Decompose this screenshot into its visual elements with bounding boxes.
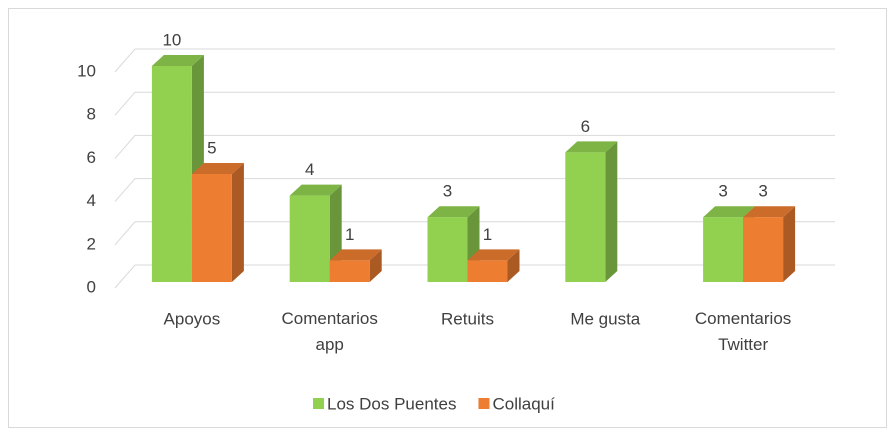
legend-label: Los Dos Puentes [327,394,456,413]
data-label: 3 [443,182,452,201]
bar-side [605,141,618,282]
y-tick-label: 2 [87,234,96,253]
bar-top [703,206,756,218]
x-tick-label: Retuits [441,309,494,328]
grid-line [114,91,835,116]
x-tick-label: Me gusta [570,309,640,328]
legend-label: Collaquí [492,394,555,413]
bar-top [329,249,382,261]
data-label: 3 [758,182,767,201]
data-label: 10 [162,30,181,49]
y-tick-label: 6 [87,148,96,167]
bar-top [289,184,342,196]
bar [467,260,508,282]
grid-line [114,48,835,73]
legend-swatch [478,398,490,409]
x-tick-label: Apoyos [164,309,221,328]
data-label: 1 [483,225,492,244]
data-label: 1 [345,225,354,244]
bar-side [369,249,382,282]
bar [565,152,606,282]
bar [151,66,192,282]
bar-side [507,249,520,282]
bar-top [427,206,480,218]
y-tick-label: 10 [77,61,96,80]
y-tick-label: 4 [87,191,96,210]
bar [427,217,468,282]
bar-top [191,163,244,174]
x-tick-label: Comentarios app [282,309,378,354]
bar-top [151,55,204,66]
bar-top [467,249,520,261]
data-label: 6 [581,117,590,136]
data-label: 4 [305,160,314,179]
grid-line [114,134,835,159]
legend-swatch [313,398,324,409]
data-label: 5 [207,138,216,157]
bar [289,195,330,282]
data-label: 3 [718,182,727,201]
bar [329,260,370,282]
y-tick-label: 0 [87,277,96,296]
x-tick-label: Comentarios Twitter [695,309,791,354]
bar [743,217,784,282]
bar [703,217,744,282]
bar-side [783,206,796,282]
bar [191,174,232,282]
bar-side [231,163,244,282]
bar-top [743,206,796,218]
y-tick-label: 8 [87,105,96,124]
bar-top [565,141,618,153]
